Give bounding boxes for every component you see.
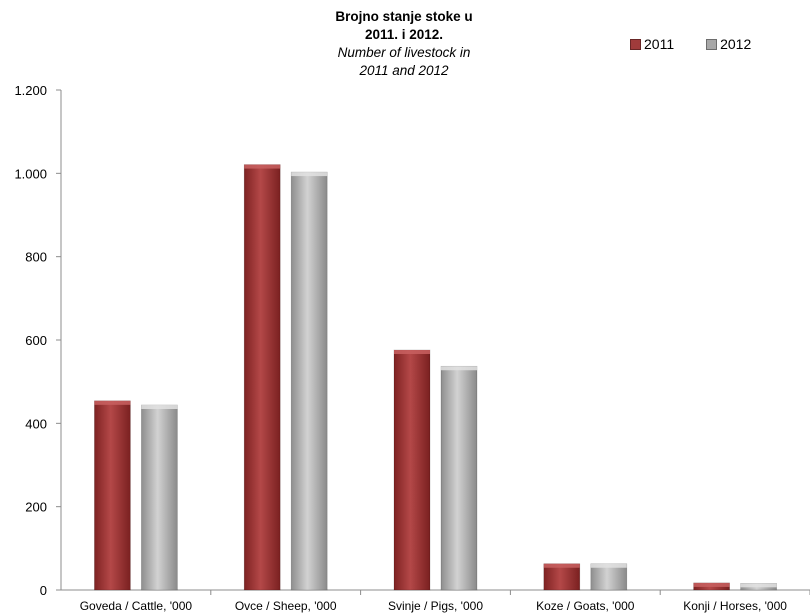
- y-tick-label: 400: [25, 416, 47, 431]
- chart-legend: 2011 2012: [630, 36, 751, 52]
- bar-cap-2012: [291, 172, 328, 177]
- bar-2012: [290, 171, 328, 591]
- x-tick-label: Koze / Goats, '000: [536, 599, 635, 613]
- y-tick-label: 600: [25, 333, 47, 348]
- bar-cap-2011: [543, 563, 580, 568]
- legend-swatch-2012: [706, 38, 718, 50]
- legend-label-2011: 2011: [644, 36, 675, 52]
- bar-cap-2011: [94, 400, 131, 405]
- chart-title: Brojno stanje stoke u: [335, 9, 473, 24]
- bar-cap-2012: [141, 405, 178, 409]
- bar-cap-2012: [441, 366, 477, 371]
- y-tick-label: 0: [40, 583, 47, 598]
- x-tick-label: Goveda / Cattle, '000: [80, 599, 193, 613]
- y-tick-label: 1.200: [14, 83, 47, 98]
- x-tick-label: Konji / Horses, '000: [683, 599, 787, 613]
- chart-title-block: Brojno stanje stoke u 2011. i 2012. Numb…: [318, 8, 490, 80]
- y-tick-label: 1.000: [14, 166, 47, 181]
- legend-item-2011: 2011: [630, 36, 674, 52]
- bar-cap-2012: [590, 563, 627, 568]
- chart-subtitle: Number of livestock in: [337, 45, 471, 60]
- bar-2012: [440, 365, 478, 591]
- y-tick-label: 800: [25, 250, 47, 265]
- bar-cap-2011: [693, 582, 730, 587]
- y-tick-label: 200: [25, 500, 47, 515]
- bar-2012: [590, 563, 628, 591]
- bar-2012: [141, 404, 178, 591]
- legend-item-2012: 2012: [706, 36, 751, 52]
- chart-title-line2: 2011. i 2012.: [364, 27, 444, 42]
- bar-cap-2012: [740, 583, 777, 588]
- legend-label-2012: 2012: [720, 36, 752, 52]
- legend-swatch-2011: [630, 38, 641, 50]
- x-tick-label: Ovce / Sheep, '000: [235, 599, 337, 613]
- bar-cap-2011: [394, 350, 430, 354]
- x-tick-label: Svinje / Pigs, '000: [388, 599, 483, 613]
- chart-subtitle-line2: 2011 and 2012: [359, 63, 449, 78]
- bar-cap-2011: [244, 164, 281, 169]
- bar-2011: [243, 164, 281, 591]
- bar-2011: [94, 400, 131, 591]
- bar-2011: [393, 349, 431, 591]
